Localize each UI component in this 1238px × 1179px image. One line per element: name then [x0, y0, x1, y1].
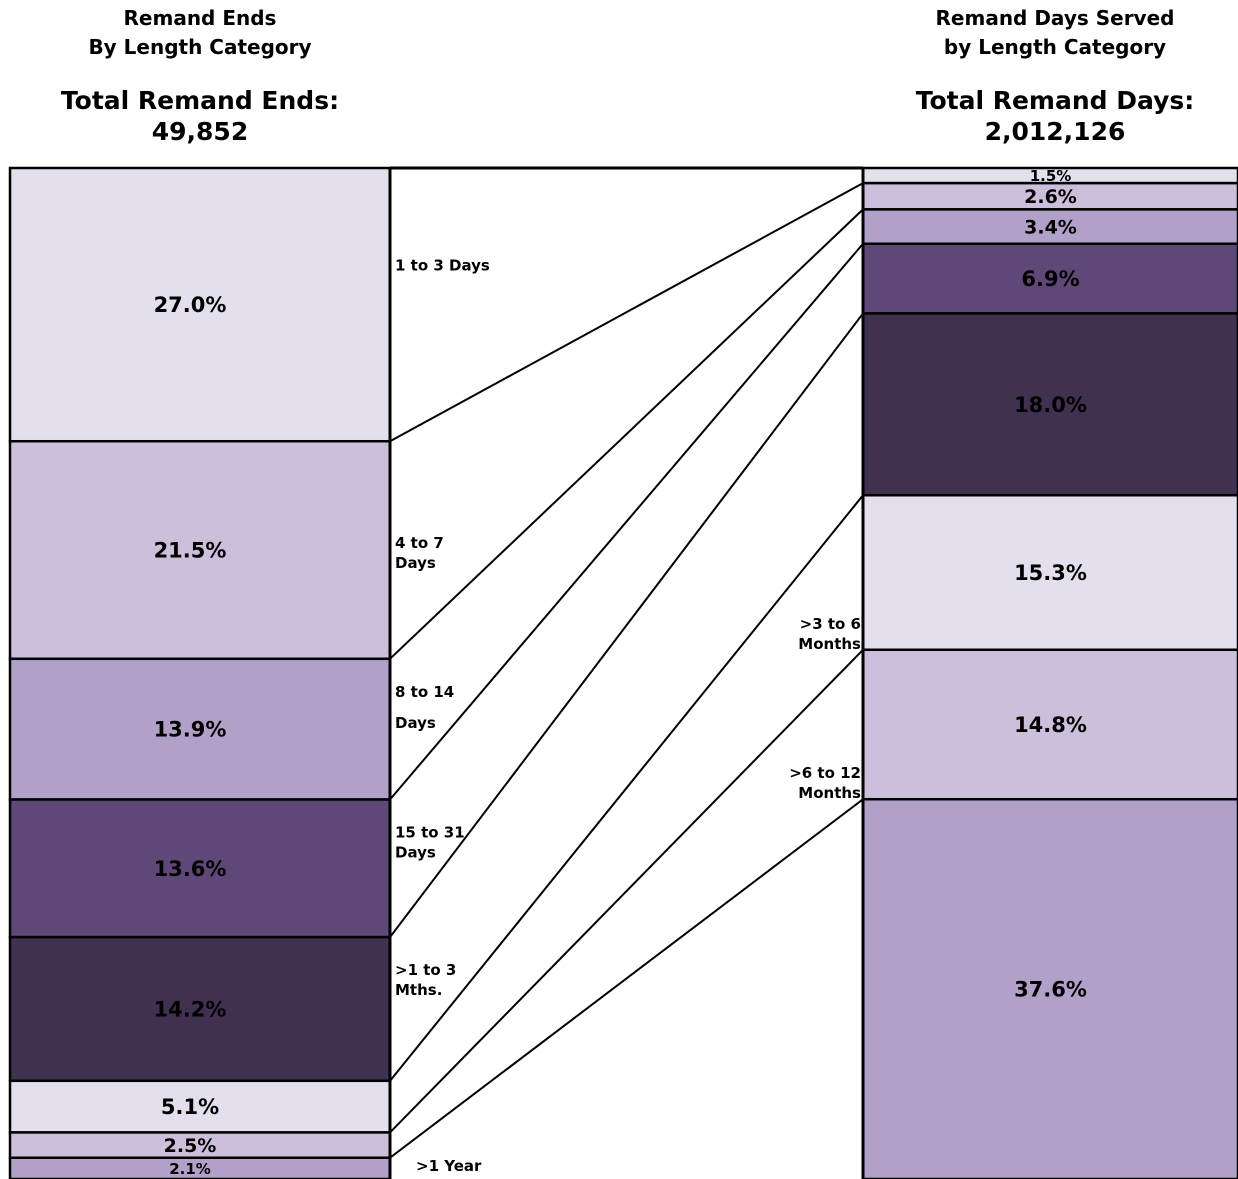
left-segment-1-to-3-days: [8, 166, 392, 443]
connector-6-to-12-months: [389, 798, 864, 1159]
right-segment-3-to-6-months: [861, 493, 1238, 652]
right-total-value: 2,012,126: [984, 117, 1126, 146]
connector-15-to-31-days: [389, 312, 864, 938]
left-value-label-8-to-14-days: 13.9%: [154, 718, 227, 742]
left-stacked-bar: 27.0% 21.5% 13.9% 13.6% 14.2% 5.1% 2.5% 2.1%: [8, 166, 392, 1179]
connector-8-to-14-days: [389, 243, 864, 801]
right-value-label-6-to-12-months: 14.8%: [1014, 713, 1087, 737]
right-value-label-4-to-7-days: 2.6%: [1024, 186, 1077, 208]
category-label-15-to-31-days: 15 to 31 Days: [395, 823, 465, 861]
right-segment-6-to-12-months: [861, 648, 1238, 801]
left-value-label-6-to-12-months: 2.5%: [164, 1135, 217, 1157]
left-title-line2: By Length Category: [88, 35, 312, 59]
connector-1-to-3-mths: [389, 494, 864, 1082]
right-title-line2: by Length Category: [943, 35, 1167, 59]
connector-1-to-3-days: [389, 182, 864, 443]
right-value-label-15-to-31-days: 6.9%: [1021, 267, 1079, 291]
left-segment-4-to-7-days: [8, 439, 392, 661]
right-total: Total Remand Days: 2,012,126: [863, 85, 1238, 147]
category-label-4-to-7-days: 4 to 7 Days: [395, 534, 444, 572]
category-label-1-to-3-days: 1 to 3 Days: [395, 257, 490, 275]
connector-4-to-7-days: [389, 208, 864, 660]
right-chart-title: Remand Days Served by Length Category: [863, 4, 1238, 62]
chart-frame: [388, 166, 865, 1179]
category-label-8-to-14-days: 8 to 14 Days: [395, 683, 454, 732]
left-total-label: Total Remand Ends:: [60, 86, 340, 115]
right-segment-8-to-14-days: [861, 208, 1238, 245]
right-segment-1-to-3-mths: [861, 312, 1238, 497]
connector-3-to-6-months: [389, 649, 864, 1134]
right-value-label-1-to-3-days: 1.5%: [1030, 167, 1072, 185]
right-value-label-1-year: 37.6%: [1014, 978, 1087, 1002]
category-label-6-to-12-months: >6 to 12 Months: [789, 764, 861, 802]
right-stacked-bar: 1.5%2.6% 3.4% 6.9% 18.0% 15.3% 14.8% 37.6%: [861, 166, 1238, 1179]
right-segment-1-year: [861, 797, 1238, 1179]
category-label-1-year: >1 Year: [416, 1157, 482, 1175]
left-value-label-1-year: 2.1%: [169, 1160, 211, 1178]
left-title-line1: Remand Ends: [123, 6, 277, 30]
left-value-label-4-to-7-days: 21.5%: [154, 539, 227, 563]
right-segment-4-to-7-days: [861, 181, 1238, 211]
left-value-label-1-to-3-mths: 14.2%: [154, 998, 227, 1022]
connector-lines: [389, 182, 864, 1159]
left-value-label-15-to-31-days: 13.6%: [154, 857, 227, 881]
left-segment-3-to-6-months: [8, 1079, 392, 1134]
left-total-value: 49,852: [151, 117, 249, 146]
category-labels: 1 to 3 Days 4 to 7 Days 8 to 14 Days 15 to 31…: [395, 257, 861, 1175]
category-label-1-to-3-mths: >1 to 3 Mths.: [395, 961, 456, 999]
right-title-line1: Remand Days Served: [935, 6, 1175, 30]
right-value-label-8-to-14-days: 3.4%: [1024, 216, 1077, 238]
left-chart-title: Remand Ends By Length Category: [10, 4, 390, 62]
left-value-label-3-to-6-months: 5.1%: [161, 1095, 219, 1119]
right-total-label: Total Remand Days:: [915, 86, 1195, 115]
left-segment-8-to-14-days: [8, 657, 392, 801]
left-total: Total Remand Ends: 49,852: [10, 85, 390, 147]
left-segment-15-to-31-days: [8, 798, 392, 939]
category-label-3-to-6-months: >3 to 6 Months: [798, 615, 861, 653]
right-value-label-3-to-6-months: 15.3%: [1014, 561, 1087, 585]
left-value-label-1-to-3-days: 27.0%: [154, 293, 227, 317]
right-value-label-1-to-3-mths: 18.0%: [1014, 393, 1087, 417]
